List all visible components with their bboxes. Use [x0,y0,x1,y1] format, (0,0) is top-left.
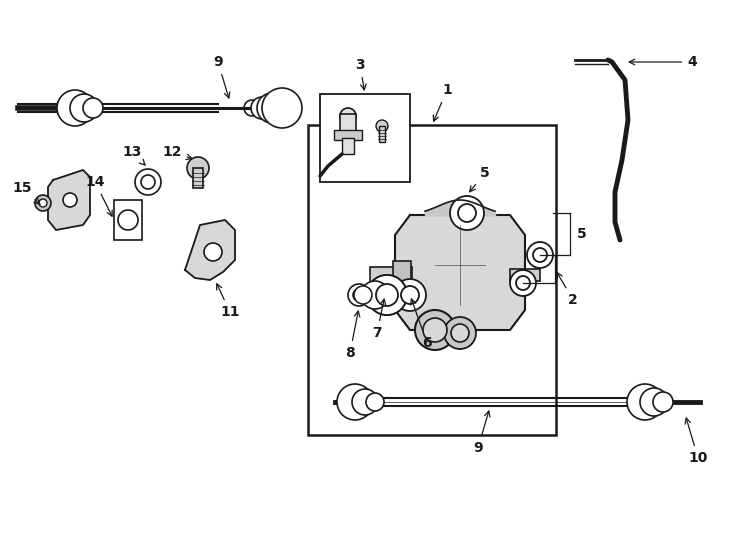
Circle shape [367,275,407,315]
Circle shape [39,199,47,207]
Circle shape [354,286,372,304]
Text: 9: 9 [213,55,230,98]
Circle shape [451,324,469,342]
Circle shape [204,243,222,261]
Circle shape [135,169,161,195]
Bar [308,125,556,435]
Circle shape [337,384,373,420]
Circle shape [366,393,384,411]
Circle shape [35,195,51,211]
Circle shape [376,284,398,306]
Circle shape [187,157,209,179]
Text: 11: 11 [217,284,240,319]
Circle shape [348,284,370,306]
Circle shape [444,317,476,349]
Circle shape [83,98,103,118]
Bar [510,269,540,281]
Text: 15: 15 [12,181,40,204]
Bar [320,94,410,182]
Text: 4: 4 [629,55,697,69]
Bar [393,261,411,289]
Circle shape [450,196,484,230]
Bar [114,200,142,240]
Circle shape [257,93,287,123]
Bar [342,138,354,154]
Circle shape [340,108,356,124]
Circle shape [415,310,455,350]
Circle shape [367,275,407,315]
Circle shape [394,279,426,311]
Circle shape [352,389,378,415]
Text: 9: 9 [473,411,490,455]
Circle shape [423,318,447,342]
Text: 5: 5 [577,227,586,241]
Text: 14: 14 [85,175,112,216]
Circle shape [458,204,476,222]
Text: 8: 8 [345,311,360,360]
Circle shape [353,289,365,301]
Circle shape [527,242,553,268]
Circle shape [251,97,273,119]
Circle shape [516,276,530,290]
Circle shape [640,388,668,416]
Circle shape [262,88,302,128]
Polygon shape [48,170,90,230]
Circle shape [244,100,260,116]
Text: 5: 5 [470,166,490,192]
Circle shape [63,193,77,207]
Text: 13: 13 [123,145,145,165]
Bar [193,168,203,188]
Polygon shape [185,220,235,280]
Circle shape [118,210,138,230]
Circle shape [141,175,155,189]
Text: 12: 12 [162,145,192,159]
Circle shape [70,94,98,122]
Text: 2: 2 [557,273,578,307]
Text: 1: 1 [433,83,452,121]
Circle shape [376,120,388,132]
Circle shape [57,90,93,126]
Text: 6: 6 [410,299,432,350]
Circle shape [653,392,673,412]
Circle shape [533,248,547,262]
Circle shape [627,384,663,420]
Text: 3: 3 [355,58,366,90]
Polygon shape [395,215,525,330]
Bar [379,126,385,142]
Bar [340,114,356,132]
Bar [370,267,412,283]
Bar [334,130,362,140]
Text: 10: 10 [685,418,708,465]
Circle shape [361,281,389,309]
Text: 7: 7 [372,299,385,340]
Circle shape [401,286,419,304]
Circle shape [510,270,536,296]
